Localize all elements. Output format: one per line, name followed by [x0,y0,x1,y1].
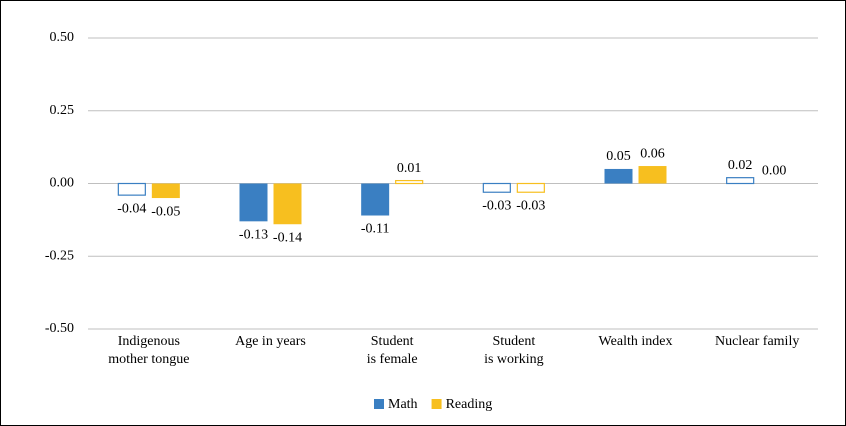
data-label: -0.03 [482,198,511,213]
x-tick-label: Age in years [235,334,306,349]
data-label: -0.11 [361,222,390,237]
x-tick-label: Student is female [367,334,418,367]
bar [395,179,424,185]
bar [482,182,511,193]
data-label: -0.03 [516,198,545,213]
y-tick-label: 0.25 [50,103,75,118]
bar [361,183,390,216]
legend-label: Math [388,397,418,412]
data-label: 0.05 [606,149,631,164]
x-tick-label: Wealth index [599,334,673,349]
bar [117,182,146,196]
y-tick-label: 0.50 [50,30,75,45]
data-label: -0.14 [273,230,302,245]
data-label: -0.13 [239,228,268,243]
legend-swatch [431,399,442,409]
data-label: 0.06 [640,146,665,161]
data-label: -0.05 [151,204,180,219]
y-tick-label: -0.25 [45,248,74,263]
bar [273,183,302,225]
y-tick-label: -0.50 [45,321,74,336]
x-tick-label: Nuclear family [715,334,799,349]
legend-label: Reading [446,397,493,412]
x-tick-label: Indigenous mother tongue [108,334,189,367]
y-tick-label: 0.00 [50,176,75,191]
bar [239,183,268,222]
bar [726,177,755,185]
data-label: 0.02 [728,158,753,173]
bar [151,183,180,199]
legend-swatch [374,399,384,409]
x-tick-label: Student is working [484,334,544,367]
bar [638,166,667,184]
bar [516,182,545,193]
bar [604,168,633,184]
data-label: -0.04 [117,201,146,216]
data-label: 0.00 [762,164,787,179]
data-label: 0.01 [397,161,422,176]
